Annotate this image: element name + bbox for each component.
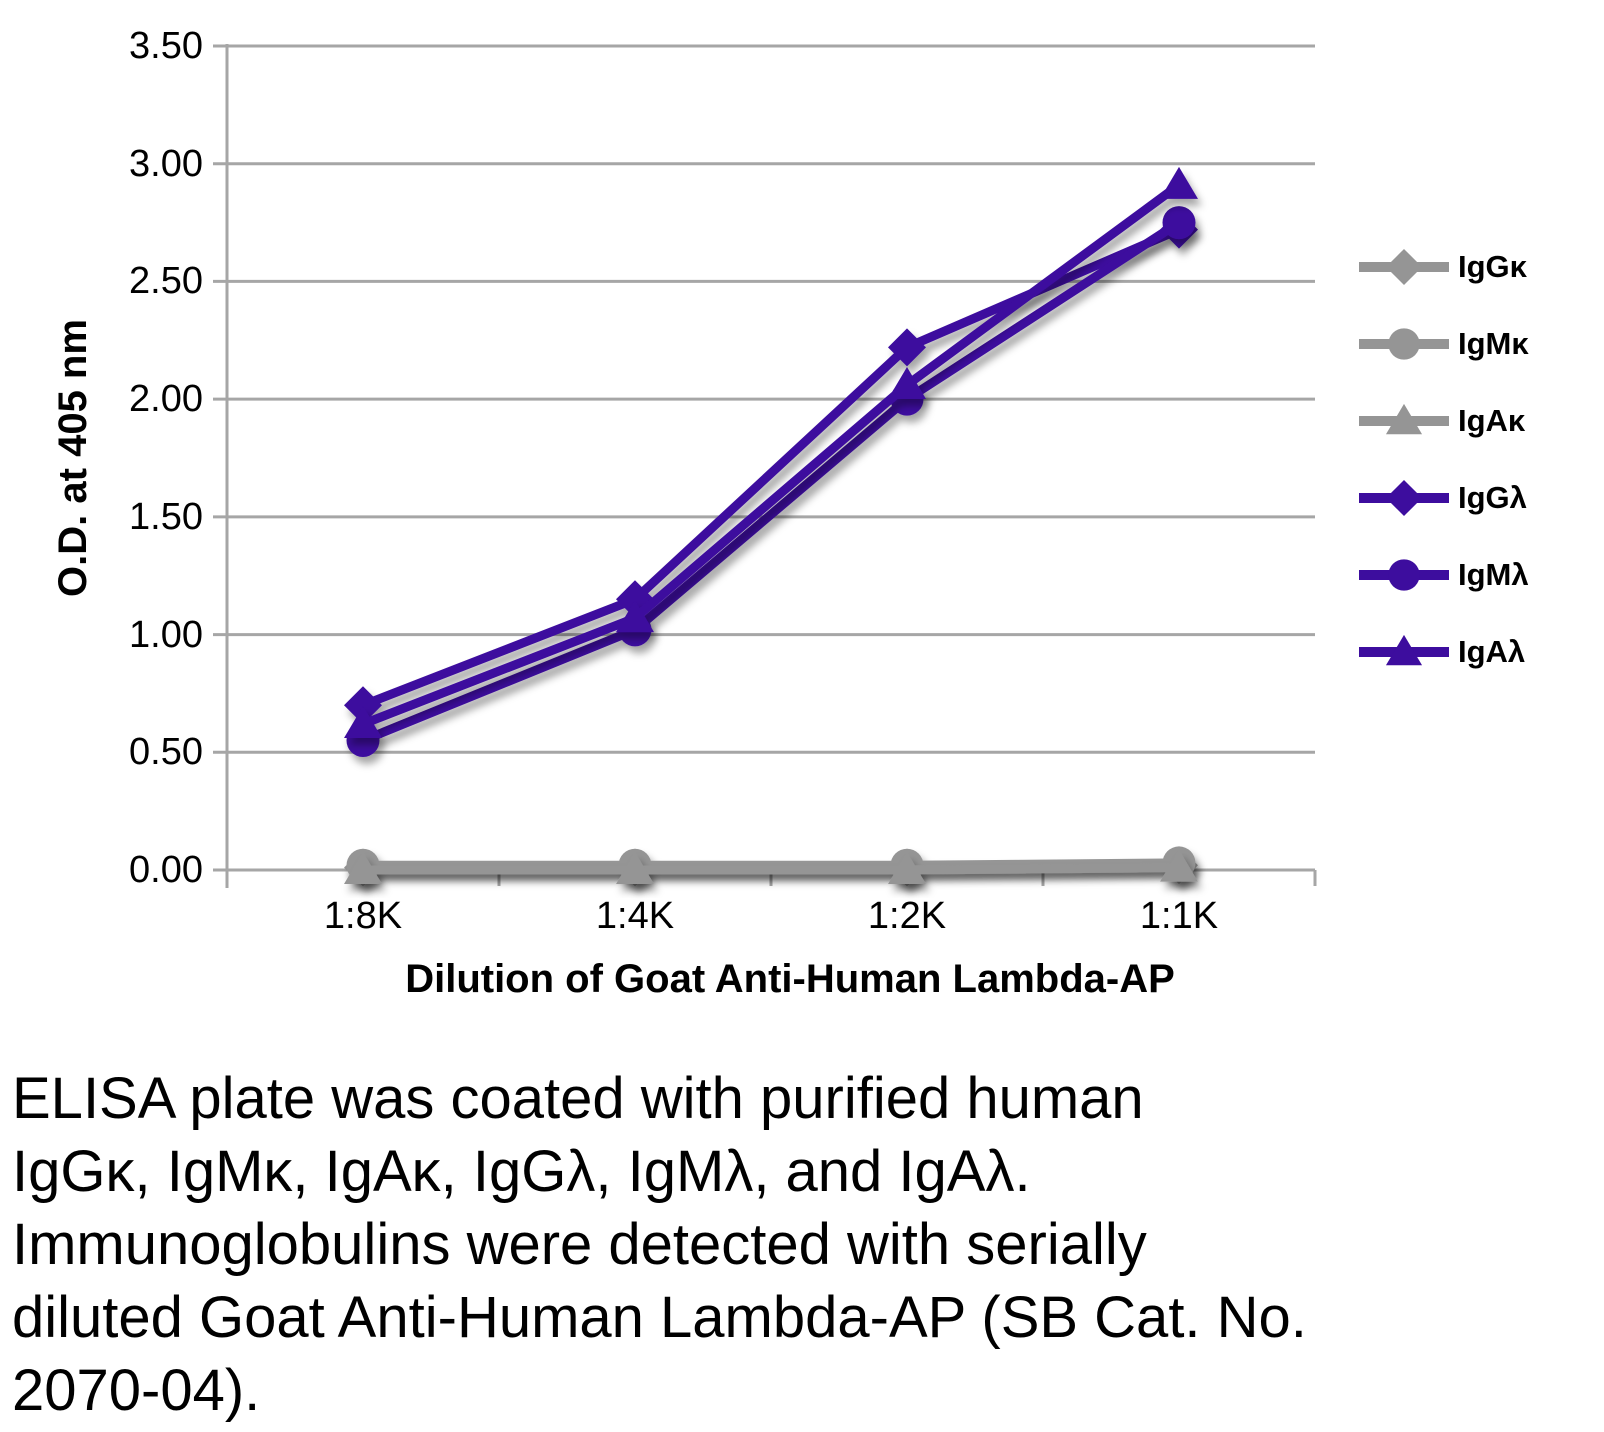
legend-item-IgAλ: IgAλ	[1356, 632, 1529, 672]
legend: IgGκ IgMκ IgAκ IgGλ IgMλ IgAλ	[1356, 247, 1529, 709]
y-tick-label-2.00: 2.00	[129, 378, 203, 421]
data-point-IgMλ-1:1K	[1162, 206, 1196, 240]
legend-item-IgGλ: IgGλ	[1356, 478, 1529, 518]
series-line	[361, 181, 1182, 729]
legend-marker-circle-icon	[1359, 559, 1449, 591]
y-axis-title: O.D. at 405 nm	[51, 319, 95, 597]
elisa-line-chart: 0.00 0.50 1.00 1.50 2.00 2.50 3.00 3.50 1:8K 1:4…	[51, 25, 1529, 1001]
y-tick-label-0.50: 0.50	[129, 731, 203, 774]
y-tick-label-3.50: 3.50	[129, 25, 203, 67]
legend-label: IgMλ	[1458, 557, 1529, 592]
x-tick-label-1:2K: 1:2K	[867, 895, 947, 937]
data-point-IgAλ-1:1K	[1160, 166, 1198, 199]
series-IgAκ	[344, 849, 1198, 884]
series-IgMλ	[346, 206, 1196, 758]
series-line	[363, 863, 1180, 875]
legend-marker-diamond-icon	[1359, 479, 1449, 517]
legend-label: IgAκ	[1458, 403, 1526, 438]
y-tick-label-1.00: 1.00	[129, 613, 203, 656]
series-IgGλ	[344, 210, 1198, 725]
plot-area	[213, 44, 1317, 888]
data-point-IgAλ-1:8K	[344, 706, 382, 739]
legend-label: IgGλ	[1458, 480, 1527, 515]
legend-item-IgMλ: IgMλ	[1356, 555, 1529, 595]
caption-line: 2070-04).	[12, 1358, 261, 1423]
legend-label: IgAλ	[1458, 634, 1526, 669]
series-IgAλ	[344, 166, 1198, 739]
data-point-IgAλ-1:4K	[616, 600, 654, 633]
data-point-IgGλ-1:2K	[888, 328, 926, 367]
axes	[225, 44, 1317, 888]
x-axis-title: Dilution of Goat Anti-Human Lambda-AP	[405, 957, 1175, 1001]
data-point-IgAλ-1:2K	[888, 367, 926, 400]
figure-caption: ELISA plate was coated with purified hum…	[12, 1062, 1597, 1427]
legend-marker-triangle-icon	[1359, 403, 1449, 435]
y-tick-label-1.50: 1.50	[129, 495, 203, 538]
x-tick-label-1:4K: 1:4K	[595, 895, 675, 937]
legend-marker-diamond-icon	[1359, 248, 1449, 286]
data-point-IgAκ-1:4K	[616, 852, 654, 884]
legend-marker-triangle-icon	[1359, 634, 1449, 666]
legend-label: IgMκ	[1458, 326, 1529, 361]
data-point-IgAκ-1:8K	[344, 852, 382, 884]
legend-label: IgGκ	[1458, 249, 1527, 284]
x-tick-label-1:8K: 1:8K	[323, 895, 403, 937]
caption-line: IgGκ, IgMκ, IgAκ, IgGλ, IgMλ, and IgAλ.	[12, 1139, 1031, 1204]
legend-item-IgAκ: IgAκ	[1356, 401, 1529, 441]
gridlines	[213, 44, 1315, 872]
caption-line: ELISA plate was coated with purified hum…	[12, 1066, 1144, 1131]
y-tick-label-3.00: 3.00	[129, 142, 203, 185]
y-tick-label-2.50: 2.50	[129, 260, 203, 303]
data-point-IgGλ-1:8K	[344, 686, 382, 725]
legend-item-IgGκ: IgGκ	[1356, 247, 1529, 287]
legend-marker-circle-icon	[1359, 328, 1449, 360]
caption-line: diluted Goat Anti-Human Lambda-AP (SB Ca…	[12, 1285, 1307, 1350]
series-line	[363, 858, 1180, 870]
data-point-IgAκ-1:2K	[888, 852, 926, 884]
data-point-IgAκ-1:1K	[1160, 849, 1198, 882]
caption-line: Immunoglobulins were detected with seria…	[12, 1212, 1147, 1277]
y-tick-label-0.00: 0.00	[129, 849, 203, 891]
series-line	[361, 218, 1182, 745]
legend-item-IgMκ: IgMκ	[1356, 324, 1529, 364]
x-tick-label-1:1K: 1:1K	[1139, 895, 1219, 937]
